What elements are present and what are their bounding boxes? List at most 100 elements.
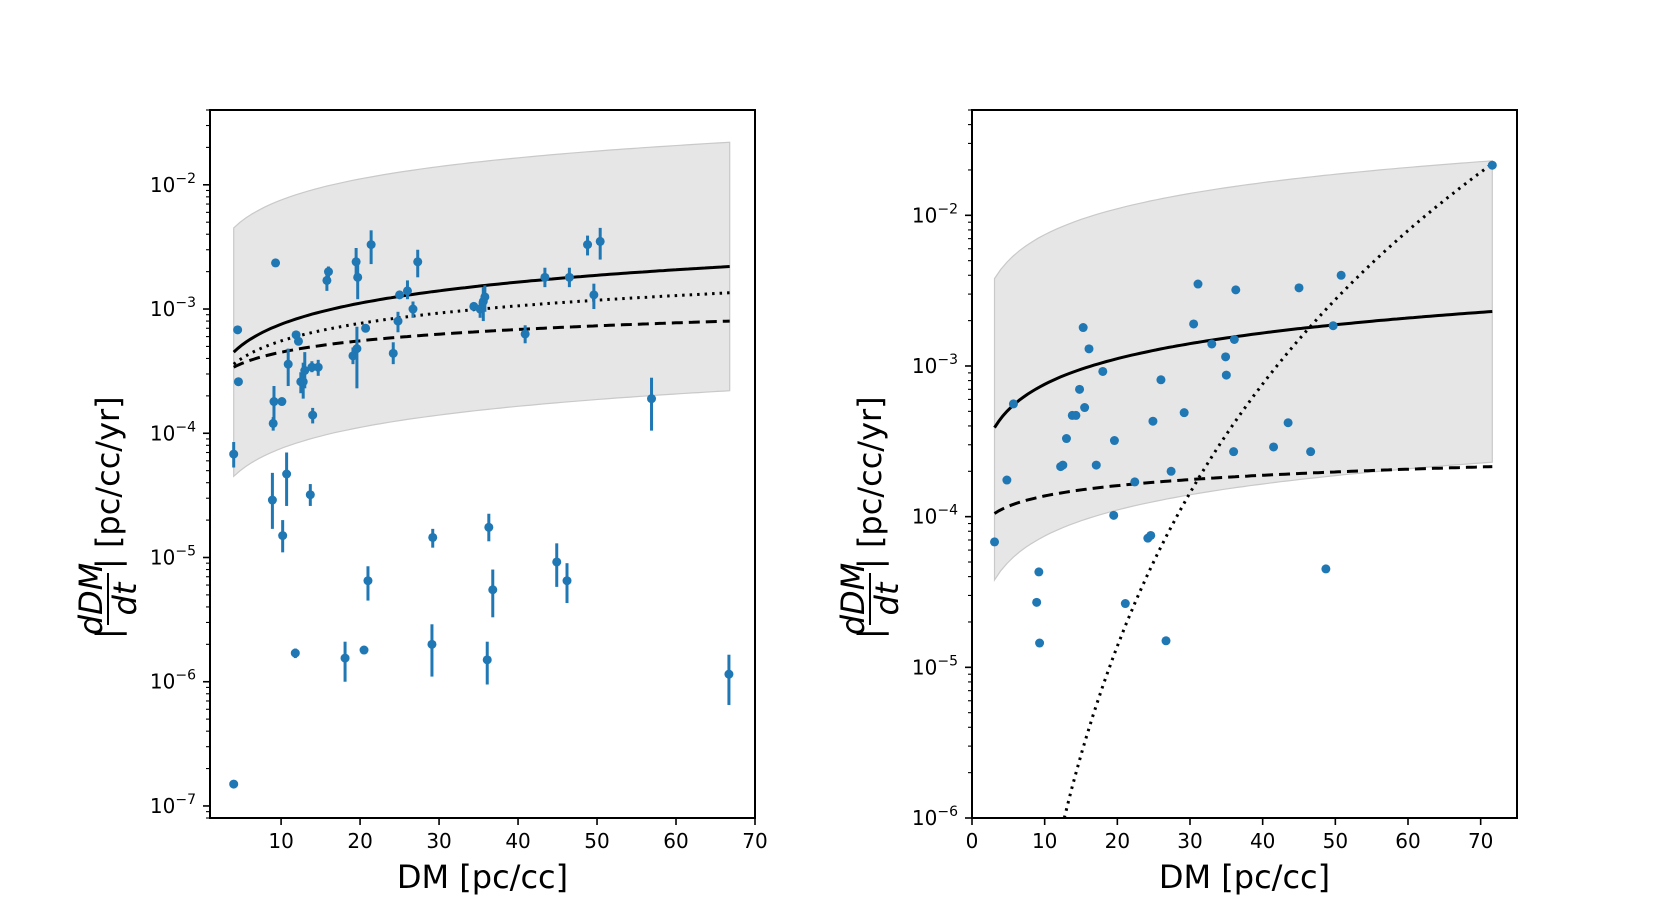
right-x-tick-label: 50 (1323, 829, 1348, 853)
left-plot-frame (209, 109, 756, 819)
left-y-tick-label: 10−7 (150, 792, 196, 818)
right-data-point (1032, 597, 1042, 607)
left-data-point (308, 410, 318, 420)
left-curve-dashed (233, 319, 730, 369)
right-y-ticks: 10−6 10−5 10−4 10−3 10−2 (912, 109, 972, 830)
right-data-point (1161, 636, 1171, 646)
left-x-axis-label: DM [pc/cc] (397, 858, 568, 896)
left-data-point (313, 362, 323, 372)
right-ylabel-suffix: | [pc/cc/yr] (851, 396, 889, 569)
left-data-point (323, 267, 333, 277)
right-data-point (1008, 399, 1018, 409)
right-data-point (1120, 599, 1130, 609)
left-data-point (229, 779, 239, 789)
right-data-point (1221, 352, 1231, 362)
right-data-point (1084, 344, 1094, 354)
right-data-point (1166, 466, 1176, 476)
right-data-point (1336, 270, 1346, 280)
right-data-point (1156, 375, 1166, 385)
right-y-tick-label: 10−6 (912, 804, 958, 830)
left-data-point (395, 290, 405, 300)
right-ylabel-numerator: dDM (834, 563, 872, 636)
right-x-tick-label: 70 (1468, 829, 1493, 853)
right-data-point (1328, 321, 1338, 331)
left-data-point (322, 275, 332, 285)
right-ylabel-prefix: | (851, 628, 889, 639)
right-data-point (1207, 339, 1217, 349)
right-model-curves (993, 162, 1494, 819)
right-data-point (1061, 434, 1071, 444)
left-y-axis-label: | dDM dt | [pc/cc/yr] (72, 396, 144, 639)
left-data-point (353, 272, 363, 282)
left-data-point (282, 469, 292, 479)
right-data-point (1146, 530, 1156, 540)
left-data-point (267, 495, 277, 505)
left-data-point (647, 394, 657, 404)
right-data-point (1189, 319, 1199, 329)
left-data-point (480, 292, 490, 302)
left-data-point (402, 286, 412, 296)
left-ylabel-prefix: | (89, 628, 127, 639)
left-y-tick-label: 10−3 (150, 295, 196, 321)
left-data-point (271, 258, 281, 268)
left-data-point (583, 240, 593, 250)
left-data-point (363, 576, 373, 586)
left-data-point (427, 639, 437, 649)
right-data-point (1080, 403, 1090, 413)
left-ylabel-numerator: dDM (72, 563, 110, 636)
right-data-point (1269, 442, 1279, 452)
right-data-point (1002, 475, 1012, 485)
left-y-tick-label: 10−5 (150, 543, 196, 569)
right-y-axis-label: | dDM dt | [pc/cc/yr] (834, 396, 906, 639)
right-data-point (1078, 323, 1088, 333)
right-x-tick-label: 20 (1105, 829, 1130, 853)
left-x-ticks: 10 20 30 40 50 60 70 (268, 818, 768, 853)
right-data-point (1035, 638, 1045, 648)
right-y-tick-label: 10−3 (912, 352, 958, 378)
left-x-tick-label: 50 (584, 829, 609, 853)
left-panel: 10 20 30 40 50 60 70 10−710−610−510−410−310−2 … (72, 109, 768, 896)
left-data-point (361, 323, 371, 333)
right-x-axis-label: DM [pc/cc] (1159, 858, 1330, 896)
right-data-point (1229, 447, 1239, 457)
left-data-point (351, 257, 361, 267)
right-data-point (1098, 366, 1108, 376)
left-data-points (229, 227, 734, 789)
left-data-point (352, 344, 362, 354)
left-data-point (340, 653, 350, 663)
left-y-tick-label: 10−2 (150, 171, 196, 197)
right-data-point (1109, 510, 1119, 520)
left-data-point (564, 272, 574, 282)
left-data-point (562, 576, 572, 586)
left-x-tick-label: 70 (742, 829, 767, 853)
right-confidence-band (993, 160, 1493, 582)
right-data-point (1193, 279, 1203, 289)
left-data-point (283, 359, 293, 369)
left-data-point (307, 362, 317, 372)
left-data-point (408, 304, 418, 314)
right-ylabel-denominator: dt (868, 581, 906, 615)
left-data-point (305, 490, 315, 500)
left-ylabel-denominator: dt (106, 581, 144, 615)
left-data-point (229, 449, 239, 459)
left-x-tick-label: 40 (505, 829, 530, 853)
right-band-area (993, 160, 1493, 582)
left-x-tick-label: 20 (347, 829, 372, 853)
left-data-point (290, 648, 300, 658)
right-x-ticks: 0 10 20 30 40 50 60 70 (966, 818, 1493, 853)
left-x-tick-label: 10 (268, 829, 293, 853)
left-data-point (413, 257, 423, 267)
right-data-point (1487, 160, 1497, 170)
right-y-tick-label: 10−2 (912, 201, 958, 227)
left-data-point (300, 366, 310, 376)
left-data-point (233, 325, 243, 335)
left-data-point (359, 645, 369, 655)
right-data-points (990, 160, 1497, 648)
left-data-point (233, 377, 243, 387)
right-data-point (1231, 285, 1241, 295)
right-data-point (1283, 418, 1293, 428)
right-y-tick-label: 10−4 (912, 503, 958, 529)
left-data-point (540, 272, 550, 282)
left-data-point (552, 557, 562, 567)
